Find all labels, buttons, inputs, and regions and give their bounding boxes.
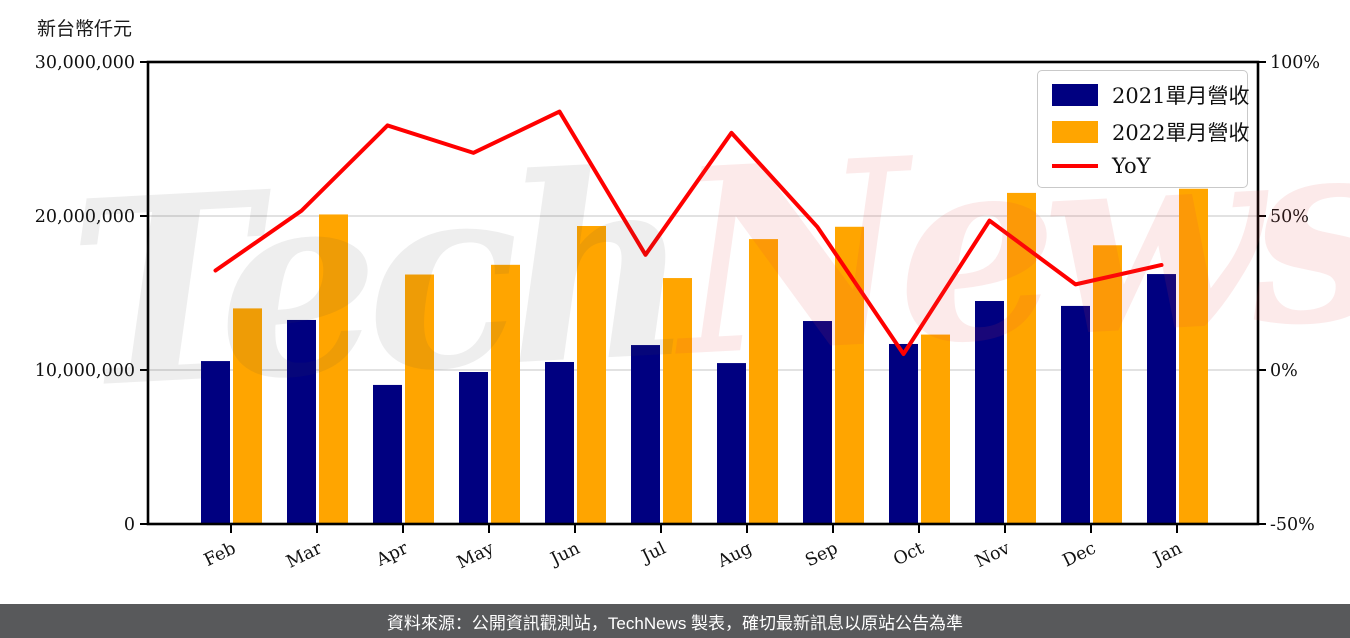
2022-bar-swatch-icon <box>1052 121 1098 143</box>
source-footer-text: 資料來源：公開資訊觀測站，TechNews 製表，確切最新訊息以原站公告為準 <box>386 613 964 633</box>
source-footer: 資料來源：公開資訊觀測站，TechNews 製表，確切最新訊息以原站公告為準 <box>0 604 1350 638</box>
bar-2021單月營收-May <box>459 372 488 524</box>
bar-2021單月營收-Sep <box>803 321 832 524</box>
month-label-Sep: Sep <box>802 539 841 572</box>
left-tick-label: 30,000,000 <box>35 53 135 73</box>
bar-2022單月營收-Mar <box>319 214 348 524</box>
left-tick-label: 20,000,000 <box>35 207 135 227</box>
month-label-Apr: Apr <box>373 538 412 571</box>
bar-2022單月營收-Feb <box>233 308 262 524</box>
bar-2022單月營收-Jul <box>663 278 692 524</box>
2021-bar-swatch-icon <box>1052 84 1098 106</box>
legend-item-yoy: YoY <box>1052 154 1233 178</box>
yoy-line-swatch-icon <box>1052 164 1098 168</box>
bar-2022單月營收-Nov <box>1007 192 1036 524</box>
bar-2022單月營收-Jun <box>577 226 606 524</box>
month-label-Oct: Oct <box>890 539 927 571</box>
month-label-Jun: Jun <box>546 539 583 571</box>
bar-2022單月營收-Dec <box>1093 245 1122 524</box>
bar-2021單月營收-Nov <box>975 301 1004 524</box>
revenue-yoy-chart: 0 10,000,000 20,000,000 30,000,000 -50% 0% 50%… <box>35 53 1320 573</box>
bar-2022單月營收-Jan <box>1179 188 1208 524</box>
legend-label-2021: 2021單月營收 <box>1112 84 1250 108</box>
bar-2021單月營收-Jul <box>631 345 660 524</box>
month-label-Dec: Dec <box>1060 539 1100 572</box>
month-label-Aug: Aug <box>714 539 755 573</box>
legend-item-2021: 2021單月營收 <box>1052 80 1249 110</box>
legend-label-yoy: YoY <box>1112 154 1151 178</box>
chart-legend: 2021單月營收 2022單月營收 YoY <box>1037 70 1249 188</box>
right-tick-label: 0% <box>1270 361 1298 381</box>
right-tick-label: 50% <box>1270 207 1309 227</box>
month-label-Nov: Nov <box>972 538 1013 572</box>
bar-2022單月營收-Aug <box>749 239 778 524</box>
month-label-May: May <box>454 538 497 573</box>
y-axis-unit-label: 新台幣仟元 <box>37 18 133 40</box>
yoy-line <box>213 109 1164 356</box>
right-tick-label: -50% <box>1270 515 1315 535</box>
bar-2021單月營收-Dec <box>1061 305 1090 524</box>
left-tick-label: 10,000,000 <box>35 361 135 381</box>
bar-2021單月營收-Oct <box>889 343 918 524</box>
legend-item-2022: 2022單月營收 <box>1052 117 1249 147</box>
bar-2021單月營收-Jun <box>545 361 574 524</box>
month-label-Feb: Feb <box>201 539 239 571</box>
plot-border <box>146 60 1260 526</box>
bar-2021單月營收-Aug <box>717 363 746 524</box>
bar-2021單月營收-Apr <box>373 384 402 524</box>
month-label-Mar: Mar <box>283 538 325 572</box>
month-label-Jan: Jan <box>1149 539 1185 570</box>
right-tick-label: 100% <box>1270 53 1320 73</box>
month-label-Jul: Jul <box>637 538 669 567</box>
bar-2021單月營收-Feb <box>201 361 230 524</box>
legend-label-2022: 2022單月營收 <box>1112 121 1250 145</box>
bar-2021單月營收-Mar <box>287 319 316 524</box>
bar-2022單月營收-Apr <box>405 274 434 524</box>
bar-2022單月營收-Oct <box>921 334 950 524</box>
bar-2021單月營收-Jan <box>1147 274 1176 524</box>
bar-2022單月營收-May <box>491 264 520 524</box>
left-tick-label: 0 <box>124 515 135 535</box>
